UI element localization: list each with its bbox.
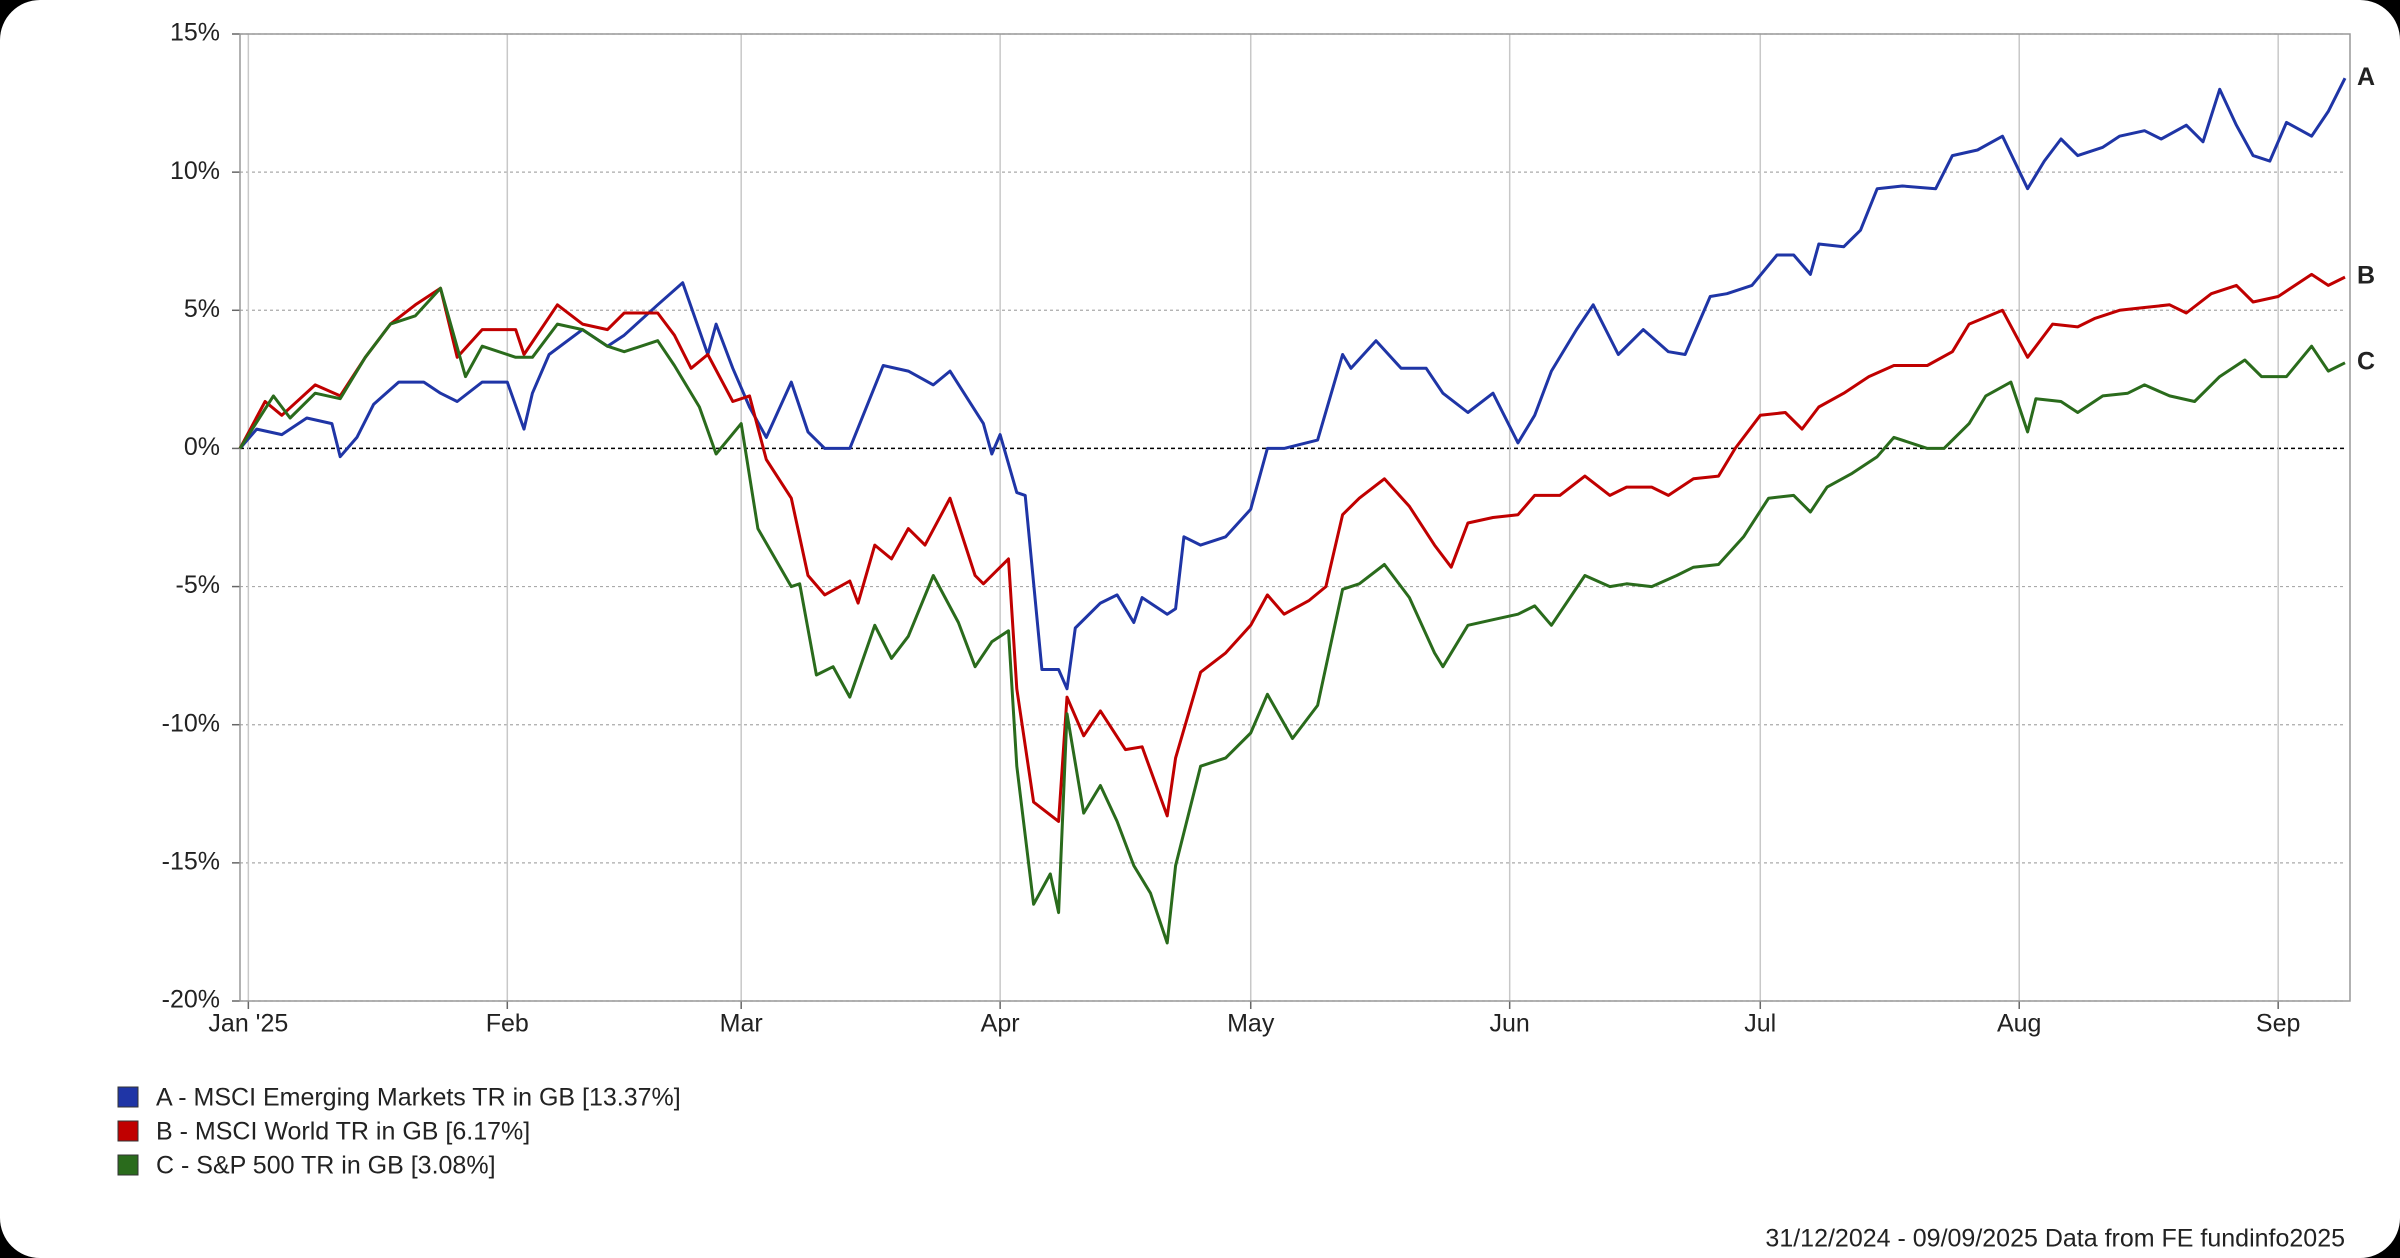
x-tick-label: May (1227, 1010, 1275, 1038)
x-tick-label: Mar (720, 1010, 763, 1038)
legend-label: B - MSCI World TR in GB [6.17%] (156, 1118, 530, 1146)
x-tick-label: Jun (1490, 1010, 1530, 1038)
y-tick-label: 0% (184, 433, 220, 461)
y-tick-label: 15% (170, 19, 220, 47)
end-label: A (2357, 63, 2375, 91)
y-tick-label: -15% (162, 847, 220, 875)
y-tick-label: -10% (162, 709, 220, 737)
x-tick-label: Sep (2256, 1010, 2300, 1038)
end-label: C (2357, 347, 2375, 375)
legend-swatch (117, 1120, 139, 1142)
series-line (238, 272, 2346, 823)
legend-label: A - MSCI Emerging Markets TR in GB [13.3… (156, 1084, 681, 1112)
y-tick-label: 5% (184, 295, 220, 323)
x-tick-label: Jan '25 (208, 1010, 288, 1038)
legend-swatch (117, 1154, 139, 1176)
legend-swatch (117, 1086, 139, 1108)
x-tick-label: Feb (486, 1010, 529, 1038)
y-tick-label: 10% (170, 157, 220, 185)
series-line (238, 286, 2346, 945)
plot-frame (239, 33, 2351, 1002)
y-tick-label: -5% (176, 571, 220, 599)
footnote: 31/12/2024 - 09/09/2025 Data from FE fun… (1765, 1225, 2345, 1253)
legend-label: C - S&P 500 TR in GB [3.08%] (156, 1152, 496, 1180)
x-tick-label: Aug (1997, 1010, 2041, 1038)
x-tick-label: Jul (1744, 1010, 1776, 1038)
end-label: B (2357, 262, 2375, 290)
x-tick-label: Apr (981, 1010, 1020, 1038)
y-tick-label: -20% (162, 986, 220, 1014)
